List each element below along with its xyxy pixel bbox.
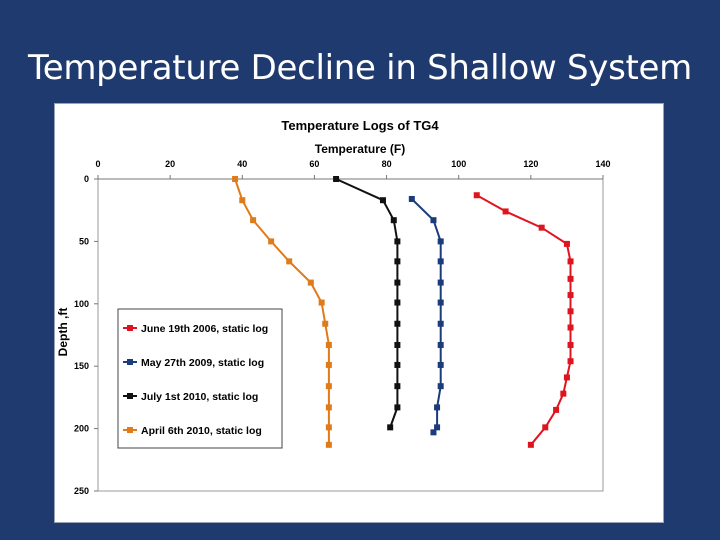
legend-label: April 6th 2010, static log (141, 425, 262, 437)
data-point (394, 238, 401, 245)
x-tick-label: 80 (382, 159, 392, 169)
data-point (567, 275, 574, 282)
x-tick-label: 100 (451, 159, 466, 169)
data-point (437, 299, 444, 306)
data-point (567, 258, 574, 265)
data-point (567, 308, 574, 315)
data-point (250, 217, 257, 224)
data-point (394, 299, 401, 306)
data-point (563, 374, 570, 381)
data-point (394, 404, 401, 411)
series-2 (408, 195, 444, 436)
data-point (437, 320, 444, 327)
x-tick-label: 0 (95, 159, 100, 169)
data-point (318, 299, 325, 306)
data-point (434, 424, 441, 431)
data-point (560, 390, 567, 397)
series-line (476, 194, 572, 446)
data-point (387, 424, 394, 431)
data-point (437, 383, 444, 390)
data-point (394, 258, 401, 265)
series-1 (473, 192, 574, 448)
data-point (527, 441, 534, 448)
data-point (567, 324, 574, 331)
data-point (430, 217, 437, 224)
data-point (325, 361, 332, 368)
chart-panel: Temperature Logs of TG4 Temperature (F) … (54, 103, 664, 523)
x-tick-label: 120 (523, 159, 538, 169)
y-tick-label: 150 (74, 361, 89, 371)
legend: June 19th 2006, static log May 27th 2009,… (117, 308, 283, 449)
data-point (437, 361, 444, 368)
data-point (553, 406, 560, 413)
legend-label: June 19th 2006, static log (141, 323, 268, 335)
data-point (430, 429, 437, 436)
data-point (567, 341, 574, 348)
data-point (434, 404, 441, 411)
data-point (325, 383, 332, 390)
series-4 (232, 176, 332, 448)
legend-swatch-marker (127, 427, 133, 433)
series-line (411, 198, 442, 433)
data-point (232, 176, 239, 182)
x-axis-label: Temperature (F) (315, 142, 405, 156)
data-point (563, 240, 570, 247)
data-point (437, 238, 444, 245)
x-tick-label: 20 (165, 159, 175, 169)
data-point (542, 424, 549, 431)
data-point (322, 320, 329, 327)
data-point (567, 292, 574, 299)
y-tick-label: 200 (74, 424, 89, 434)
y-tick-label: 0 (84, 174, 89, 184)
legend-box (117, 308, 283, 449)
legend-swatch-marker (127, 325, 133, 331)
data-point (333, 176, 340, 182)
data-point (394, 361, 401, 368)
data-point (437, 279, 444, 286)
data-point (567, 358, 574, 365)
legend-swatch-marker (127, 359, 133, 365)
data-point (437, 341, 444, 348)
legend-swatch-marker (127, 393, 133, 399)
legend-label: July 1st 2010, static log (141, 391, 258, 403)
legend-label: May 27th 2009, static log (141, 357, 264, 369)
y-tick-label: 100 (74, 299, 89, 309)
data-point (325, 404, 332, 411)
data-point (408, 195, 415, 202)
data-point (394, 279, 401, 286)
data-point (437, 258, 444, 265)
data-point (307, 279, 314, 286)
x-tick-label: 140 (595, 159, 610, 169)
data-point (394, 341, 401, 348)
x-tick-label: 40 (237, 159, 247, 169)
data-point (325, 424, 332, 431)
y-axis-label: Depth ,ft (56, 308, 70, 357)
data-point (390, 217, 397, 224)
data-point (325, 341, 332, 348)
y-tick-label: 50 (79, 236, 89, 246)
data-point (286, 258, 293, 265)
data-point (394, 383, 401, 390)
data-point (473, 192, 480, 199)
y-tick-label: 250 (74, 486, 89, 496)
temperature-log-chart: Temperature Logs of TG4 Temperature (F) … (56, 118, 611, 496)
data-point (538, 224, 545, 231)
x-tick-label: 60 (309, 159, 319, 169)
slide-title: Temperature Decline in Shallow System (28, 48, 692, 88)
data-point (239, 197, 246, 204)
chart-title: Temperature Logs of TG4 (281, 118, 439, 133)
data-point (325, 441, 332, 448)
data-point (379, 197, 386, 204)
data-point (502, 208, 509, 215)
series-line (335, 178, 399, 428)
series-line (234, 178, 330, 445)
series-3 (333, 176, 401, 431)
data-point (268, 238, 275, 245)
data-point (394, 320, 401, 327)
